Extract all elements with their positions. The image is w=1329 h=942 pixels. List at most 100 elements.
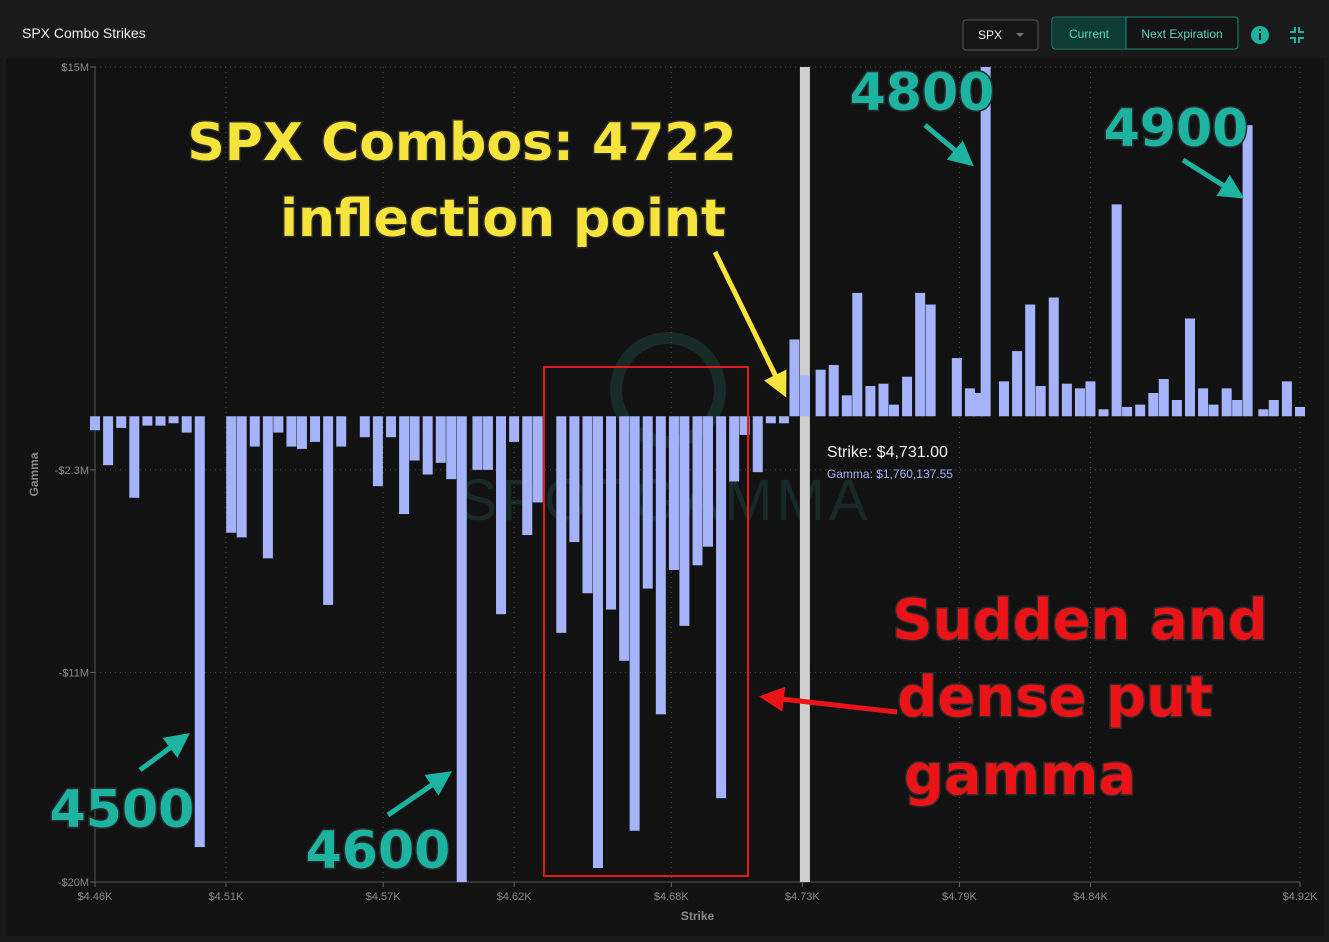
bar bbox=[422, 416, 433, 475]
arrow bbox=[138, 733, 191, 773]
y-tick-label: -$2.3M bbox=[55, 465, 89, 477]
hover-line bbox=[799, 67, 810, 882]
plot: $15M -$2.3M -$11M -$20M $4.46K $4.51K $4.57K $4… bbox=[27, 62, 1318, 923]
bar bbox=[323, 416, 334, 605]
bar bbox=[1122, 406, 1133, 417]
bar bbox=[129, 416, 140, 498]
bar bbox=[915, 292, 926, 417]
bar bbox=[679, 416, 690, 626]
bar bbox=[194, 416, 205, 848]
bar bbox=[592, 416, 603, 869]
bar bbox=[1025, 304, 1036, 417]
tooltip-gamma: Gamma: $1,760,137.55 bbox=[827, 467, 953, 481]
bar bbox=[532, 416, 543, 503]
x-tick-label: $4.92K bbox=[1283, 891, 1319, 903]
next-expiration-button[interactable]: Next Expiration bbox=[1141, 27, 1222, 41]
bar bbox=[888, 404, 899, 417]
bar bbox=[1135, 404, 1146, 417]
bar bbox=[752, 416, 763, 473]
bar bbox=[409, 416, 420, 461]
bar bbox=[1184, 318, 1195, 417]
bar bbox=[865, 386, 876, 417]
x-tick-label: $4.68K bbox=[654, 891, 690, 903]
bar bbox=[336, 416, 347, 447]
bar bbox=[1074, 388, 1085, 417]
bar bbox=[1148, 393, 1159, 417]
arrow bbox=[1181, 157, 1245, 199]
x-tick-label: $4.79K bbox=[942, 891, 978, 903]
arrow bbox=[923, 123, 974, 167]
x-tick-label: $4.73K bbox=[785, 891, 821, 903]
current-button-text: Current bbox=[1069, 27, 1110, 41]
bar bbox=[456, 416, 467, 882]
x-tick-label: $4.57K bbox=[366, 891, 402, 903]
bar bbox=[1035, 386, 1046, 417]
bar bbox=[1111, 204, 1122, 417]
bar bbox=[902, 376, 913, 417]
annotation: 4900 bbox=[1104, 99, 1249, 159]
bar bbox=[980, 67, 991, 417]
tooltip-strike: Strike: $4,731.00 bbox=[827, 444, 948, 461]
bar bbox=[739, 416, 750, 435]
bar bbox=[815, 369, 826, 417]
arrow bbox=[386, 771, 453, 818]
bar bbox=[1268, 399, 1279, 417]
bar bbox=[964, 388, 975, 417]
bar bbox=[629, 416, 640, 831]
annotation: Sudden and bbox=[892, 588, 1267, 653]
symbol-select-text: SPX bbox=[978, 28, 1002, 42]
bar bbox=[841, 395, 852, 417]
bar bbox=[296, 416, 307, 449]
bar bbox=[702, 416, 713, 547]
annotation: 4600 bbox=[306, 821, 451, 881]
arrow bbox=[759, 686, 898, 715]
bar bbox=[998, 381, 1009, 417]
current-button[interactable] bbox=[1053, 18, 1126, 48]
bar bbox=[1171, 399, 1182, 417]
info-icon-dot bbox=[1259, 29, 1261, 31]
bar bbox=[668, 416, 679, 570]
bar bbox=[878, 383, 889, 417]
x-tick-label: $4.84K bbox=[1073, 891, 1109, 903]
y-tick-label: -$11M bbox=[59, 667, 89, 679]
bar bbox=[619, 416, 630, 661]
bar bbox=[509, 416, 520, 442]
bar bbox=[729, 416, 740, 482]
bar bbox=[399, 416, 410, 515]
bar bbox=[168, 416, 179, 424]
annotation: SPX Combos: 4722 bbox=[187, 113, 736, 173]
bar bbox=[1208, 404, 1219, 417]
bar bbox=[582, 416, 593, 594]
bar bbox=[90, 416, 100, 431]
symbol-select[interactable] bbox=[962, 19, 1039, 51]
bar bbox=[1242, 125, 1253, 417]
bar bbox=[951, 358, 962, 417]
bar bbox=[1232, 399, 1243, 417]
bar bbox=[1098, 409, 1109, 417]
x-tick-label: $4.46K bbox=[78, 891, 114, 903]
bar bbox=[692, 416, 703, 566]
chart-title: SPX Combo Strikes bbox=[22, 25, 146, 41]
bar bbox=[1012, 351, 1023, 417]
bar bbox=[226, 416, 237, 533]
bar bbox=[472, 416, 483, 470]
highlight-box bbox=[543, 366, 749, 877]
bar bbox=[446, 416, 457, 480]
annotation: inflection point bbox=[280, 189, 726, 249]
bar bbox=[482, 416, 493, 470]
info-icon-bar bbox=[1259, 33, 1261, 40]
bar bbox=[1258, 409, 1269, 417]
bar bbox=[142, 416, 153, 426]
bar bbox=[435, 416, 446, 463]
bar bbox=[1221, 388, 1232, 417]
bar bbox=[765, 416, 776, 424]
bar bbox=[789, 339, 800, 417]
bar bbox=[1281, 381, 1292, 417]
collapse-icon[interactable] bbox=[1290, 27, 1304, 43]
bar bbox=[249, 416, 260, 447]
x-axis-label: Strike bbox=[681, 909, 715, 923]
bar bbox=[1198, 388, 1209, 417]
annotation: dense put bbox=[897, 665, 1212, 730]
bar bbox=[799, 375, 810, 417]
